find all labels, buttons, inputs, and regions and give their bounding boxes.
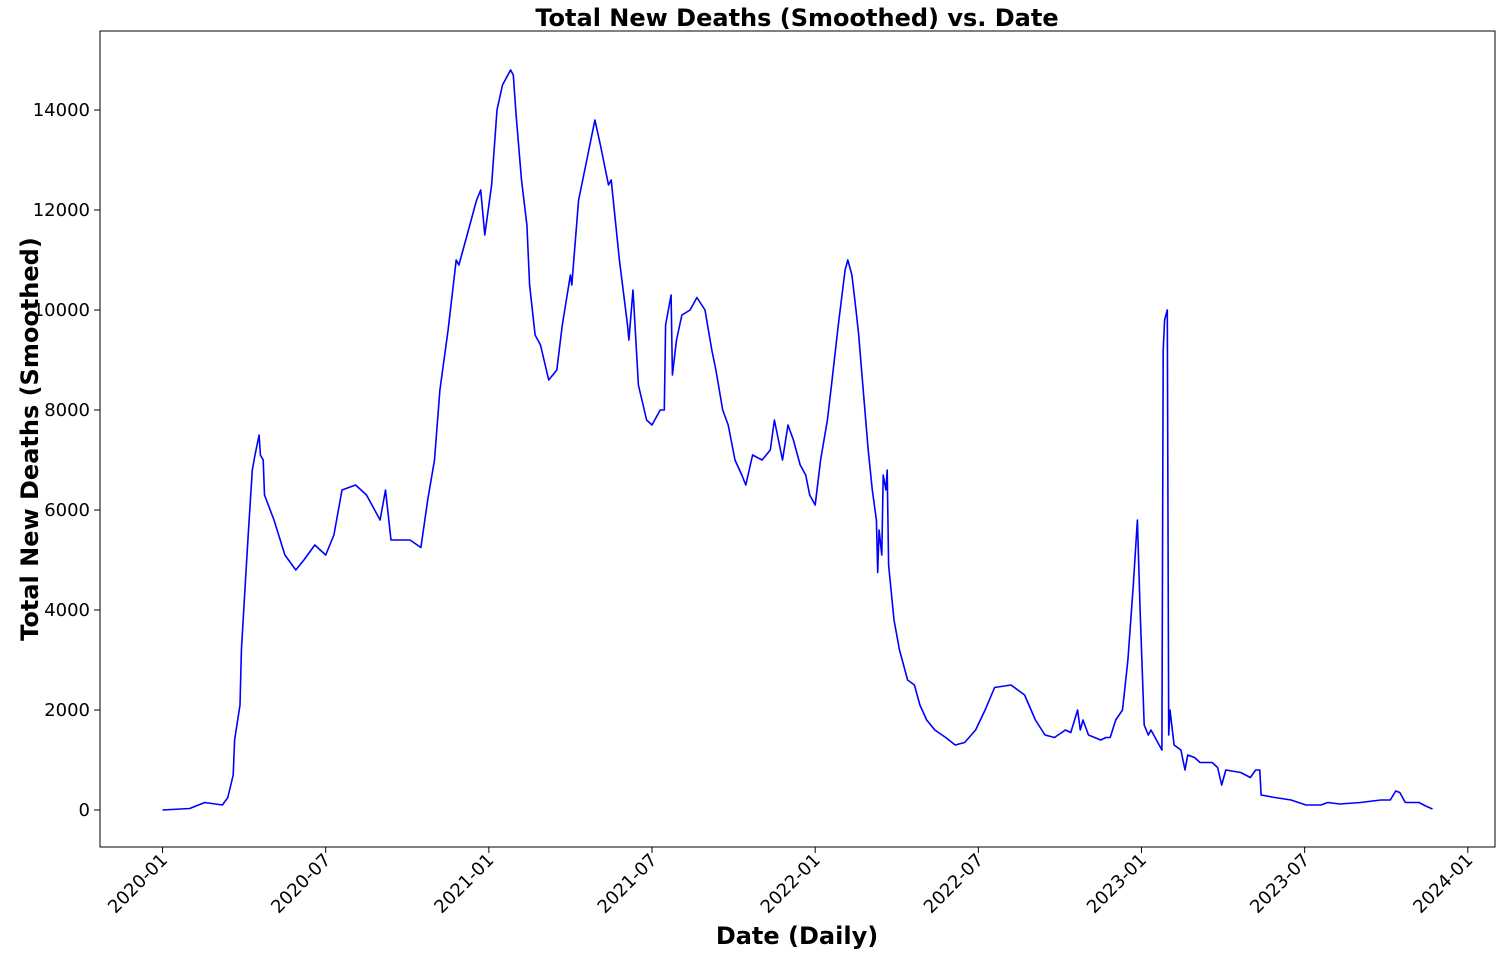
y-tick-label: 8000 — [44, 400, 90, 421]
y-axis-label: Total New Deaths (Smoothed) — [16, 237, 44, 641]
data-line — [162, 69, 1433, 811]
x-tick-label: 2020-07 — [267, 850, 335, 918]
x-tick-label: 2021-07 — [594, 850, 662, 918]
x-tick-label: 2020-01 — [104, 850, 172, 918]
y-tick-label: 2000 — [44, 700, 90, 721]
x-tick-label: 2024-01 — [1409, 850, 1477, 918]
chart-title: Total New Deaths (Smoothed) vs. Date — [535, 4, 1058, 32]
x-tick-label: 2022-01 — [757, 850, 825, 918]
y-tick-label: 14000 — [33, 100, 90, 121]
x-tick-label: 2023-01 — [1083, 850, 1151, 918]
x-tick-label: 2022-07 — [920, 850, 988, 918]
y-tick-label: 12000 — [33, 200, 90, 221]
x-tick-label: 2023-07 — [1246, 850, 1314, 918]
y-tick-label: 10000 — [33, 300, 90, 321]
y-tick-label: 0 — [79, 800, 90, 821]
plot-frame — [99, 30, 1496, 848]
y-tick-label: 6000 — [44, 500, 90, 521]
y-tick-label: 4000 — [44, 600, 90, 621]
x-tick-label: 2021-01 — [430, 850, 498, 918]
x-axis-label: Date (Daily) — [716, 922, 878, 950]
